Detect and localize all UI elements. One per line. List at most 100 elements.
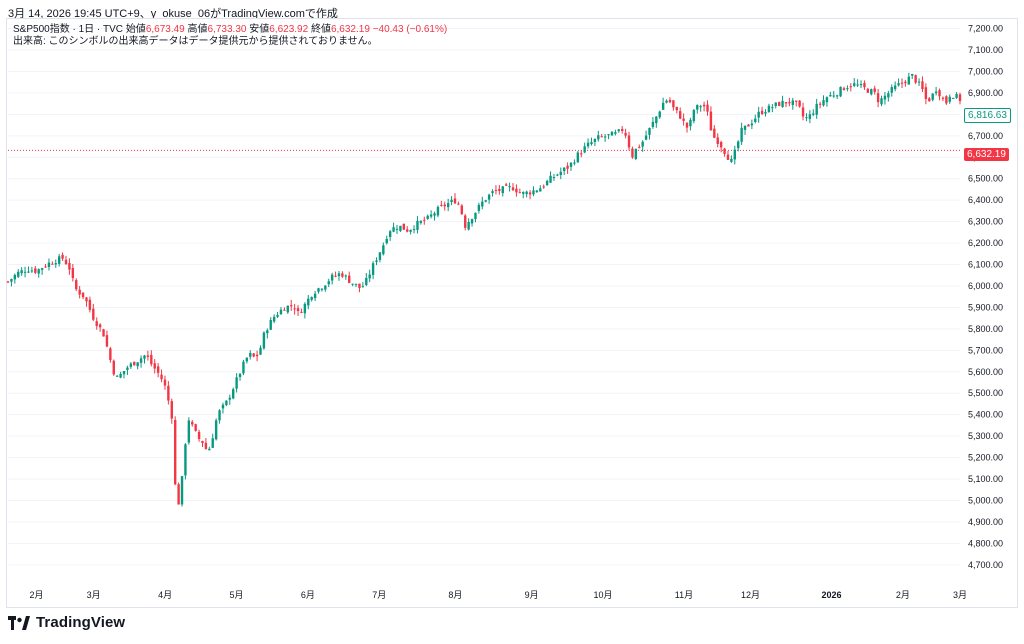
candle-body xyxy=(822,100,825,106)
candle-body xyxy=(931,93,934,100)
candle-body xyxy=(870,89,873,95)
candle-body xyxy=(81,292,85,298)
candle-body xyxy=(201,441,204,444)
candle-body xyxy=(61,254,64,259)
candle-body xyxy=(324,285,327,290)
candle-body xyxy=(593,138,597,142)
candle-body xyxy=(624,132,627,136)
candle-body xyxy=(907,76,911,85)
candle-body xyxy=(177,484,180,505)
candle-body xyxy=(655,116,658,124)
candle-body xyxy=(603,136,607,138)
candle-body xyxy=(361,286,365,288)
candle-body xyxy=(535,190,539,193)
candle-body xyxy=(484,200,487,202)
candle-body xyxy=(781,100,784,107)
x-tick-label: 9月 xyxy=(525,590,539,600)
candle-body xyxy=(371,263,375,275)
candle-body xyxy=(17,271,20,277)
candle-body xyxy=(75,280,78,290)
candle-body xyxy=(539,188,542,192)
candle-body xyxy=(348,275,351,283)
candle-body xyxy=(129,363,133,367)
candle-body xyxy=(133,361,136,366)
candle-body xyxy=(92,308,95,320)
x-tick-label: 5月 xyxy=(229,590,243,600)
candle-body xyxy=(98,324,102,328)
x-tick-label: 2月 xyxy=(896,590,910,600)
candle-body xyxy=(453,198,457,204)
chart-frame[interactable] xyxy=(6,18,1018,608)
candle-body xyxy=(156,366,160,373)
candle-body xyxy=(743,125,747,130)
candle-body xyxy=(313,293,317,299)
candle-body xyxy=(668,99,672,103)
candle-body xyxy=(37,269,40,274)
close-value: 6,632.19 xyxy=(330,24,370,35)
candle-body xyxy=(40,268,44,270)
candle-body xyxy=(368,274,371,279)
low-label: 安値 xyxy=(249,24,270,35)
candle-body xyxy=(853,83,856,86)
candle-body xyxy=(586,142,590,147)
y-tick-label: 5,300.00 xyxy=(968,431,1003,441)
candle-body xyxy=(658,111,661,118)
candle-body xyxy=(300,311,303,313)
candle-body xyxy=(573,162,576,164)
tradingview-logo-text: TradingView xyxy=(36,614,126,631)
candle-body xyxy=(723,148,726,154)
candle-body xyxy=(798,100,801,107)
candle-body xyxy=(112,360,115,375)
symbol-label[interactable]: S&P500指数 · 1日 · TVC xyxy=(13,24,124,35)
candle-body xyxy=(286,305,289,313)
candle-body xyxy=(726,154,730,160)
candle-body xyxy=(30,270,34,272)
volume-note: 出来高: このシンボルの出来高データはデータ提供元から提供されておりません。 xyxy=(13,36,378,47)
chart-attribution: 3月 14, 2026 19:45 UTC+9、y_okuse_06がTradi… xyxy=(8,8,338,20)
candle-body xyxy=(719,141,723,148)
candle-body xyxy=(252,353,255,357)
open-value: 6,673.49 xyxy=(145,24,185,35)
candle-body xyxy=(109,348,112,361)
candle-body xyxy=(242,361,245,374)
candle-body xyxy=(259,347,262,355)
candle-body xyxy=(757,111,760,118)
candle-body xyxy=(917,81,921,83)
candle-body xyxy=(423,219,426,221)
y-tick-label: 6,300.00 xyxy=(968,217,1003,227)
candle-body xyxy=(825,97,829,103)
candle-body xyxy=(122,371,126,375)
candle-body xyxy=(88,299,92,310)
candle-body xyxy=(249,352,252,357)
candle-body xyxy=(494,190,498,192)
candle-body xyxy=(245,357,249,362)
candle-body xyxy=(651,121,655,127)
candle-body xyxy=(119,373,122,378)
candle-body xyxy=(873,88,876,92)
candle-body xyxy=(163,379,167,386)
candle-body xyxy=(64,259,68,265)
candle-body xyxy=(406,229,409,232)
candle-body xyxy=(426,215,429,219)
candle-body xyxy=(71,268,75,279)
y-tick-label: 5,600.00 xyxy=(968,367,1003,377)
x-tick-label: 6月 xyxy=(301,590,315,600)
candle-body xyxy=(68,262,71,270)
x-tick-label: 2月 xyxy=(30,590,44,600)
candle-body xyxy=(791,100,795,106)
candle-body xyxy=(153,363,156,369)
candle-body xyxy=(733,149,736,160)
candle-body xyxy=(358,283,361,288)
candle-body xyxy=(279,309,283,315)
candle-body xyxy=(948,96,951,102)
candle-body xyxy=(552,177,556,179)
candle-body xyxy=(880,98,883,105)
candle-body xyxy=(262,332,266,349)
tradingview-logo[interactable]: TradingView xyxy=(8,614,125,631)
candle-body xyxy=(365,277,368,285)
candle-body xyxy=(51,263,54,265)
candle-body xyxy=(402,223,406,230)
y-tick-label: 7,000.00 xyxy=(968,66,1003,76)
candle-body xyxy=(139,358,143,363)
